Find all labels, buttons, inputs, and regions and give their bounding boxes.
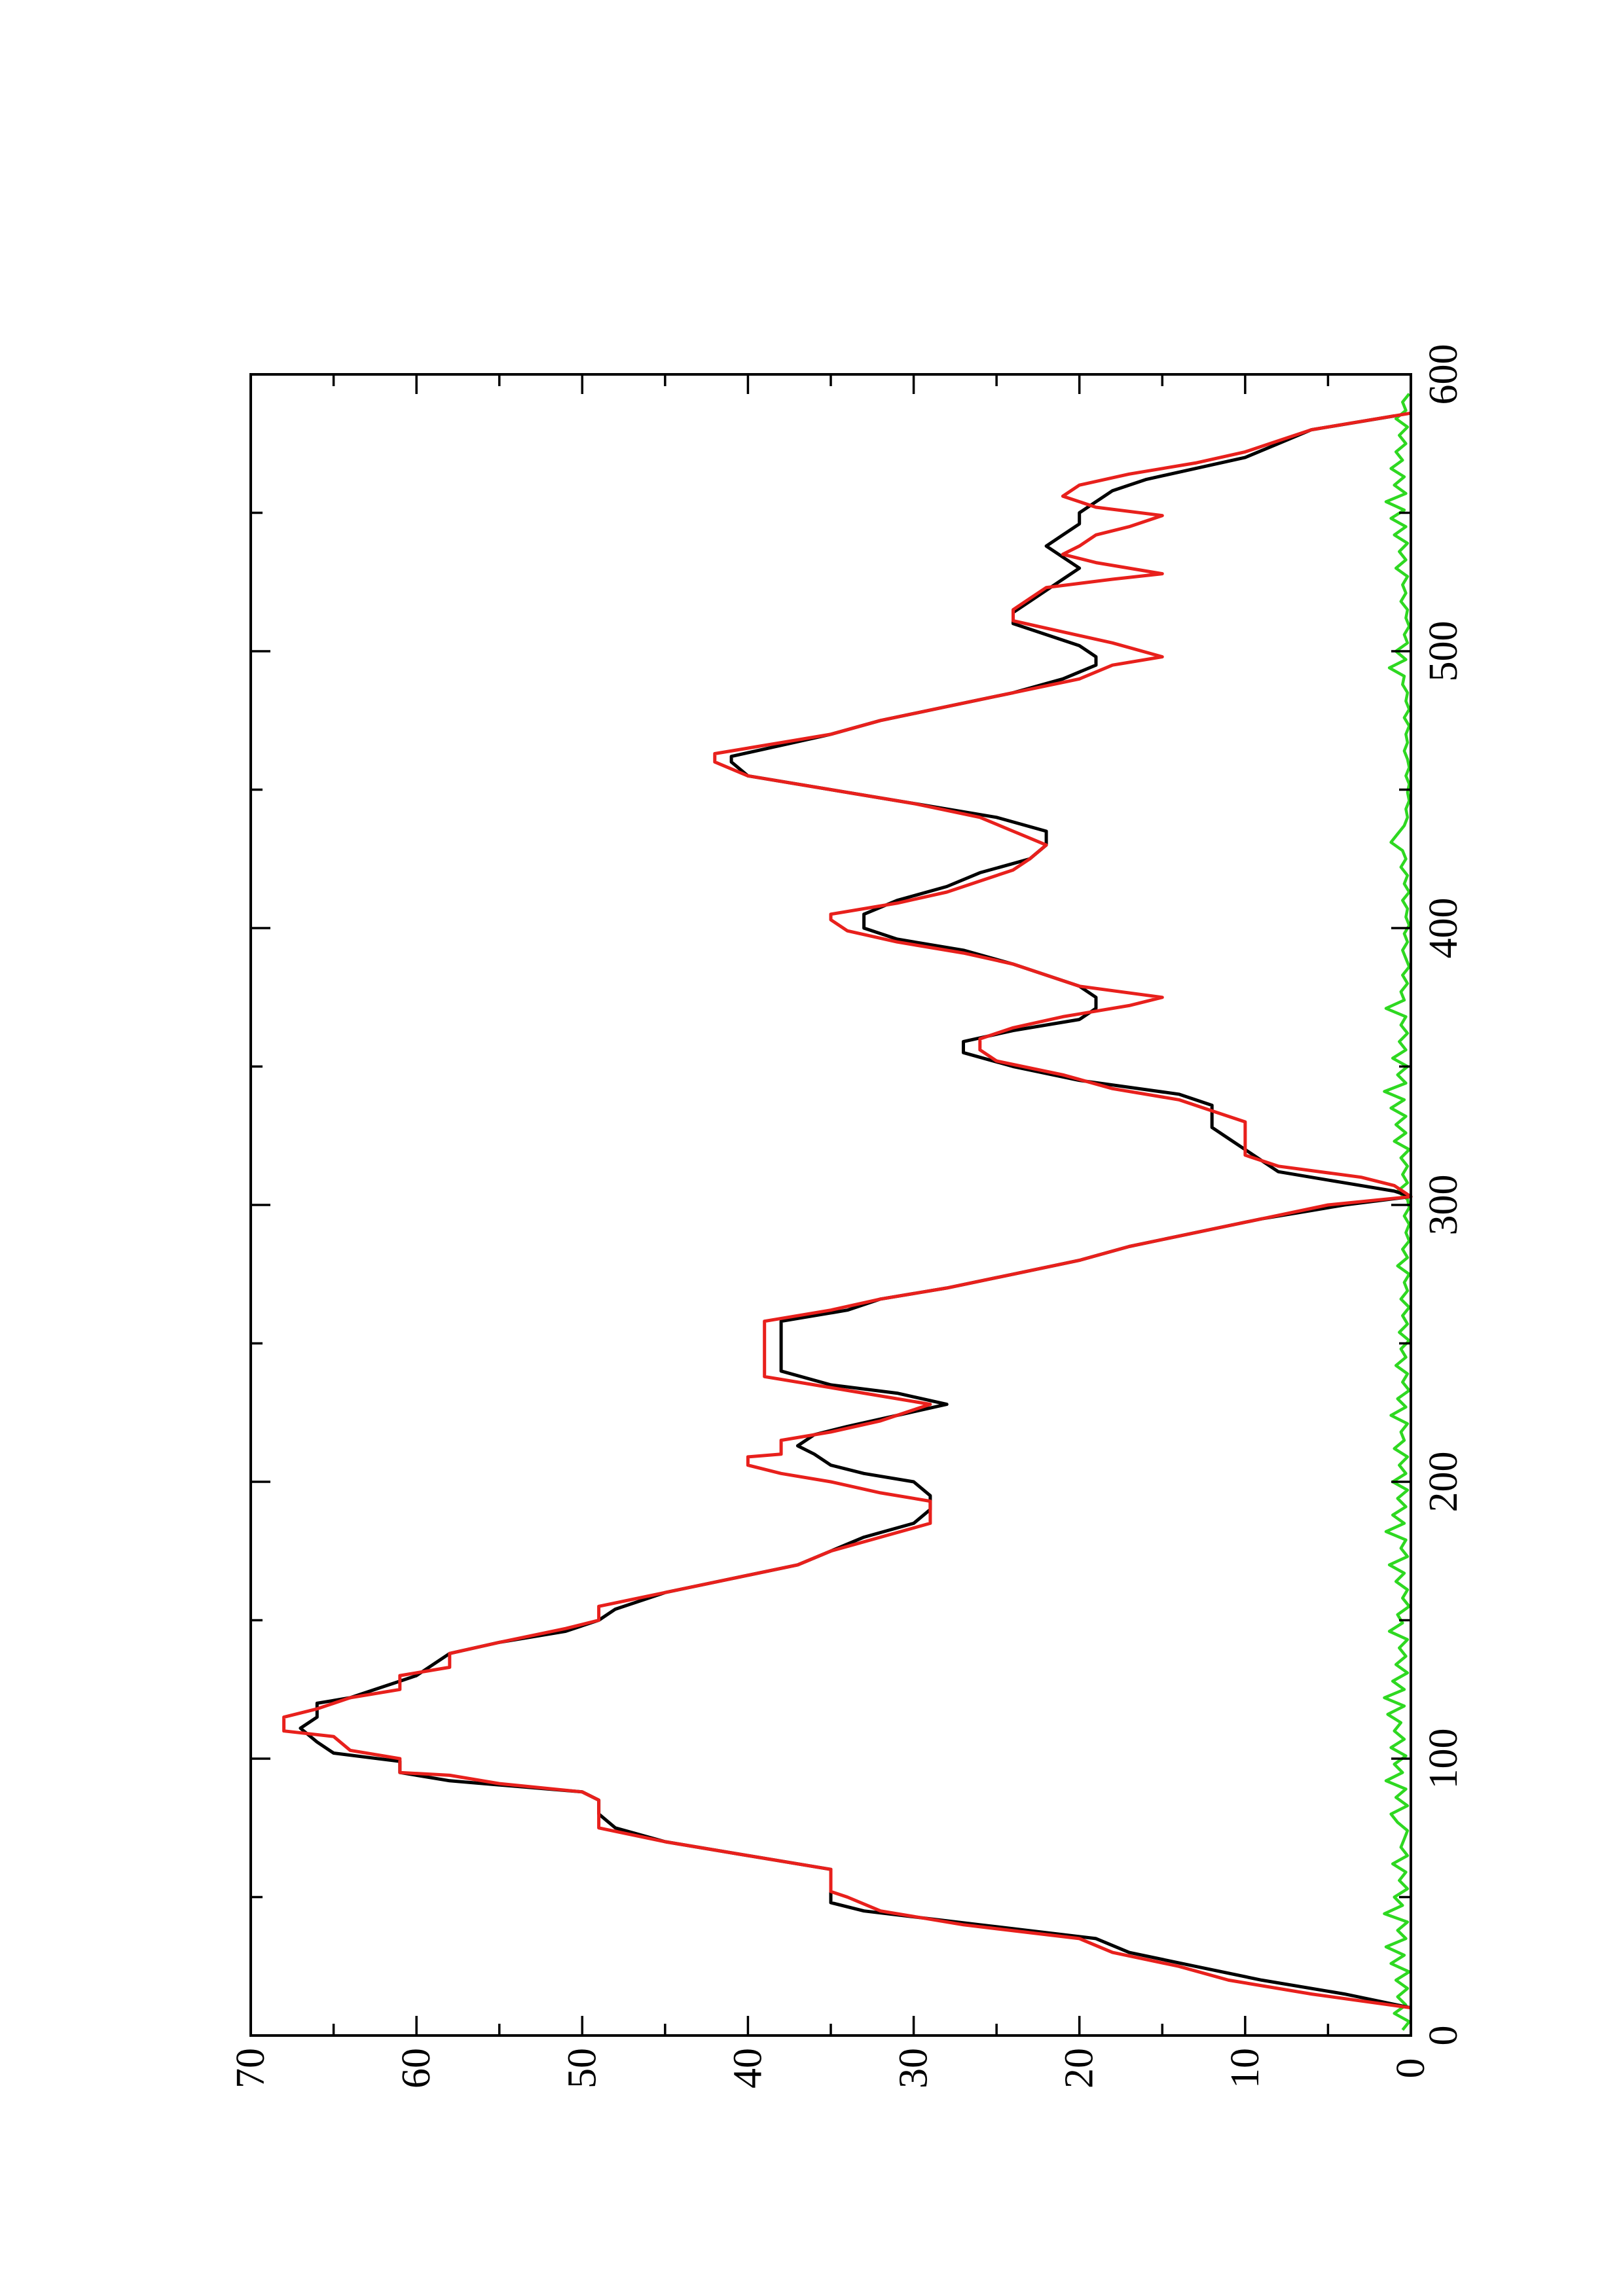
y-tick-label: 30 [892,2048,936,2089]
plot-frame [249,373,1412,2037]
x-tick-label: 200 [1421,1452,1466,1513]
x-tick-label: 0 [1421,2026,1466,2046]
series-line-1 [299,414,1413,2010]
y-tick-label: 10 [1223,2048,1267,2089]
y-tick-label: 40 [725,2048,770,2089]
x-tick-label: 100 [1421,1729,1466,1789]
x-tick-label: 400 [1421,898,1466,959]
label-layer: 0 100 200 300 400 500 600 0 10 20 30 40 50 60 70 [228,344,1466,2089]
series-line-3 [1383,393,1411,2031]
y-tick-label: 20 [1057,2048,1102,2089]
series-layer [282,393,1413,2031]
tick-layer [249,373,1412,2037]
x-tick-label: 300 [1421,1175,1466,1236]
y-tick-label: 0 [1389,2058,1433,2079]
series-line-2 [282,411,1413,2010]
y-tick-label: 50 [560,2048,604,2089]
x-tick-label: 500 [1421,621,1466,682]
y-tick-label: 70 [228,2048,273,2089]
y-tick-label: 60 [394,2048,439,2089]
x-tick-label: 600 [1421,344,1466,405]
